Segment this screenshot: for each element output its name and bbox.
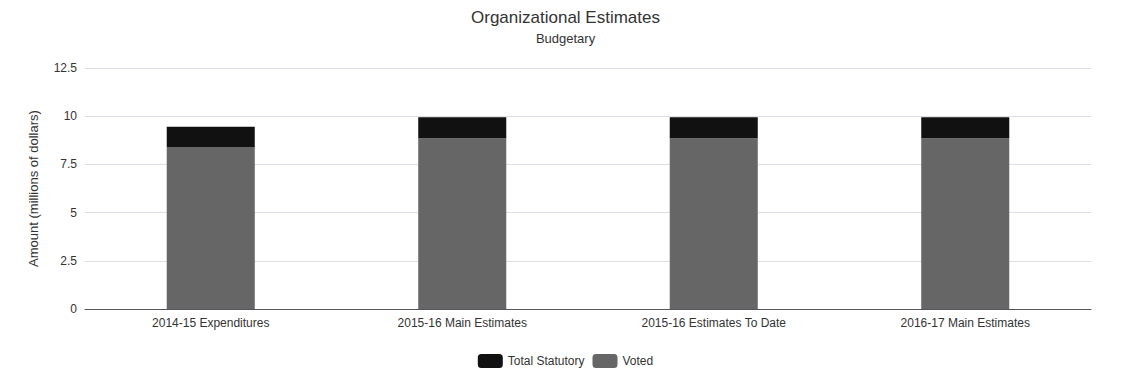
svg-text:Budgetary: Budgetary bbox=[536, 31, 596, 46]
svg-text:Voted: Voted bbox=[623, 354, 654, 368]
svg-text:12.5: 12.5 bbox=[54, 61, 78, 75]
svg-text:2015-16 Main Estimates: 2015-16 Main Estimates bbox=[398, 316, 527, 330]
svg-text:7.5: 7.5 bbox=[60, 157, 77, 171]
svg-text:Organizational Estimates: Organizational Estimates bbox=[471, 8, 660, 27]
svg-text:2015-16 Estimates To Date: 2015-16 Estimates To Date bbox=[641, 316, 786, 330]
svg-text:0: 0 bbox=[70, 302, 77, 316]
svg-text:Amount (millions of dollars): Amount (millions of dollars) bbox=[26, 110, 41, 267]
svg-text:2.5: 2.5 bbox=[60, 254, 77, 268]
svg-text:Total Statutory: Total Statutory bbox=[508, 354, 585, 368]
svg-text:5: 5 bbox=[70, 206, 77, 220]
svg-text:2016-17 Main Estimates: 2016-17 Main Estimates bbox=[901, 316, 1030, 330]
svg-text:10: 10 bbox=[64, 109, 78, 123]
svg-text:2014-15 Expenditures: 2014-15 Expenditures bbox=[152, 316, 269, 330]
